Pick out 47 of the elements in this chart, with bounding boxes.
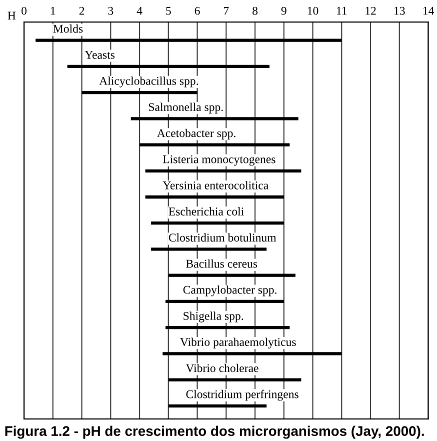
x-tick-label: 3: [108, 6, 114, 15]
bar: [36, 38, 342, 42]
x-tick-label: 14: [423, 6, 434, 15]
bar: [151, 248, 267, 251]
y-tick-label: Clostridium botulinum: [168, 233, 276, 242]
y-tick-label: Vibrio parahaemolyticus: [180, 338, 296, 348]
bar: [67, 64, 270, 68]
bar: [145, 169, 302, 172]
x-tick-label: 6: [194, 6, 200, 15]
bar: [166, 326, 290, 330]
x-tick-label: 1: [50, 6, 56, 15]
y-tick-label: Acetobacter spp.: [156, 128, 236, 140]
x-tick-label: 12: [366, 6, 376, 15]
y-tick-label: Escherichia coli: [168, 207, 244, 216]
y-tick-label: Shigella spp.: [184, 312, 244, 322]
bar: [168, 274, 296, 277]
bar: [168, 404, 267, 408]
bar: [145, 195, 284, 199]
x-tick-label: 7: [224, 6, 229, 15]
bar: [82, 90, 198, 94]
x-tick-label: 4: [136, 6, 142, 15]
text: Figura 1.2 - pH de crescimento dos microrganismos (Jay, 2000).: [5, 426, 424, 439]
x-tick-label: 13: [394, 6, 405, 15]
bar: [140, 143, 290, 146]
x-tick-label: 8: [252, 6, 258, 15]
bar: [166, 300, 284, 304]
x-tick-label: 5: [166, 6, 171, 15]
bar: [151, 222, 284, 225]
bar: [162, 352, 342, 356]
y-tick-label: Campylobacter spp.: [183, 285, 276, 296]
y-tick-label: Alicyclobacillus spp.: [99, 76, 198, 88]
x-tick-label: 11: [336, 6, 347, 15]
y-tick-label: Vibrio cholerae: [186, 364, 258, 372]
x-tick-label: 9: [281, 6, 286, 15]
x-tick-label: 2: [79, 6, 84, 15]
x-tick-label: 0: [22, 6, 27, 15]
y-tick-label: Clostridium perfringens: [186, 390, 298, 401]
y-tick-label: Bacillus cereus: [186, 259, 258, 268]
y-tick-label: Salmonella spp.: [148, 102, 223, 114]
y-tick-label: Listeria monocytogenes: [162, 155, 276, 166]
y-tick-label: Molds: [53, 24, 83, 33]
y-tick-label: Yeasts: [84, 50, 115, 59]
bar: [130, 117, 298, 120]
bar: [168, 378, 302, 382]
x-axis-title: H: [8, 12, 16, 20]
y-tick-label: Yersinia enterocolitica: [162, 181, 268, 190]
x-tick-label: 10: [308, 6, 318, 15]
